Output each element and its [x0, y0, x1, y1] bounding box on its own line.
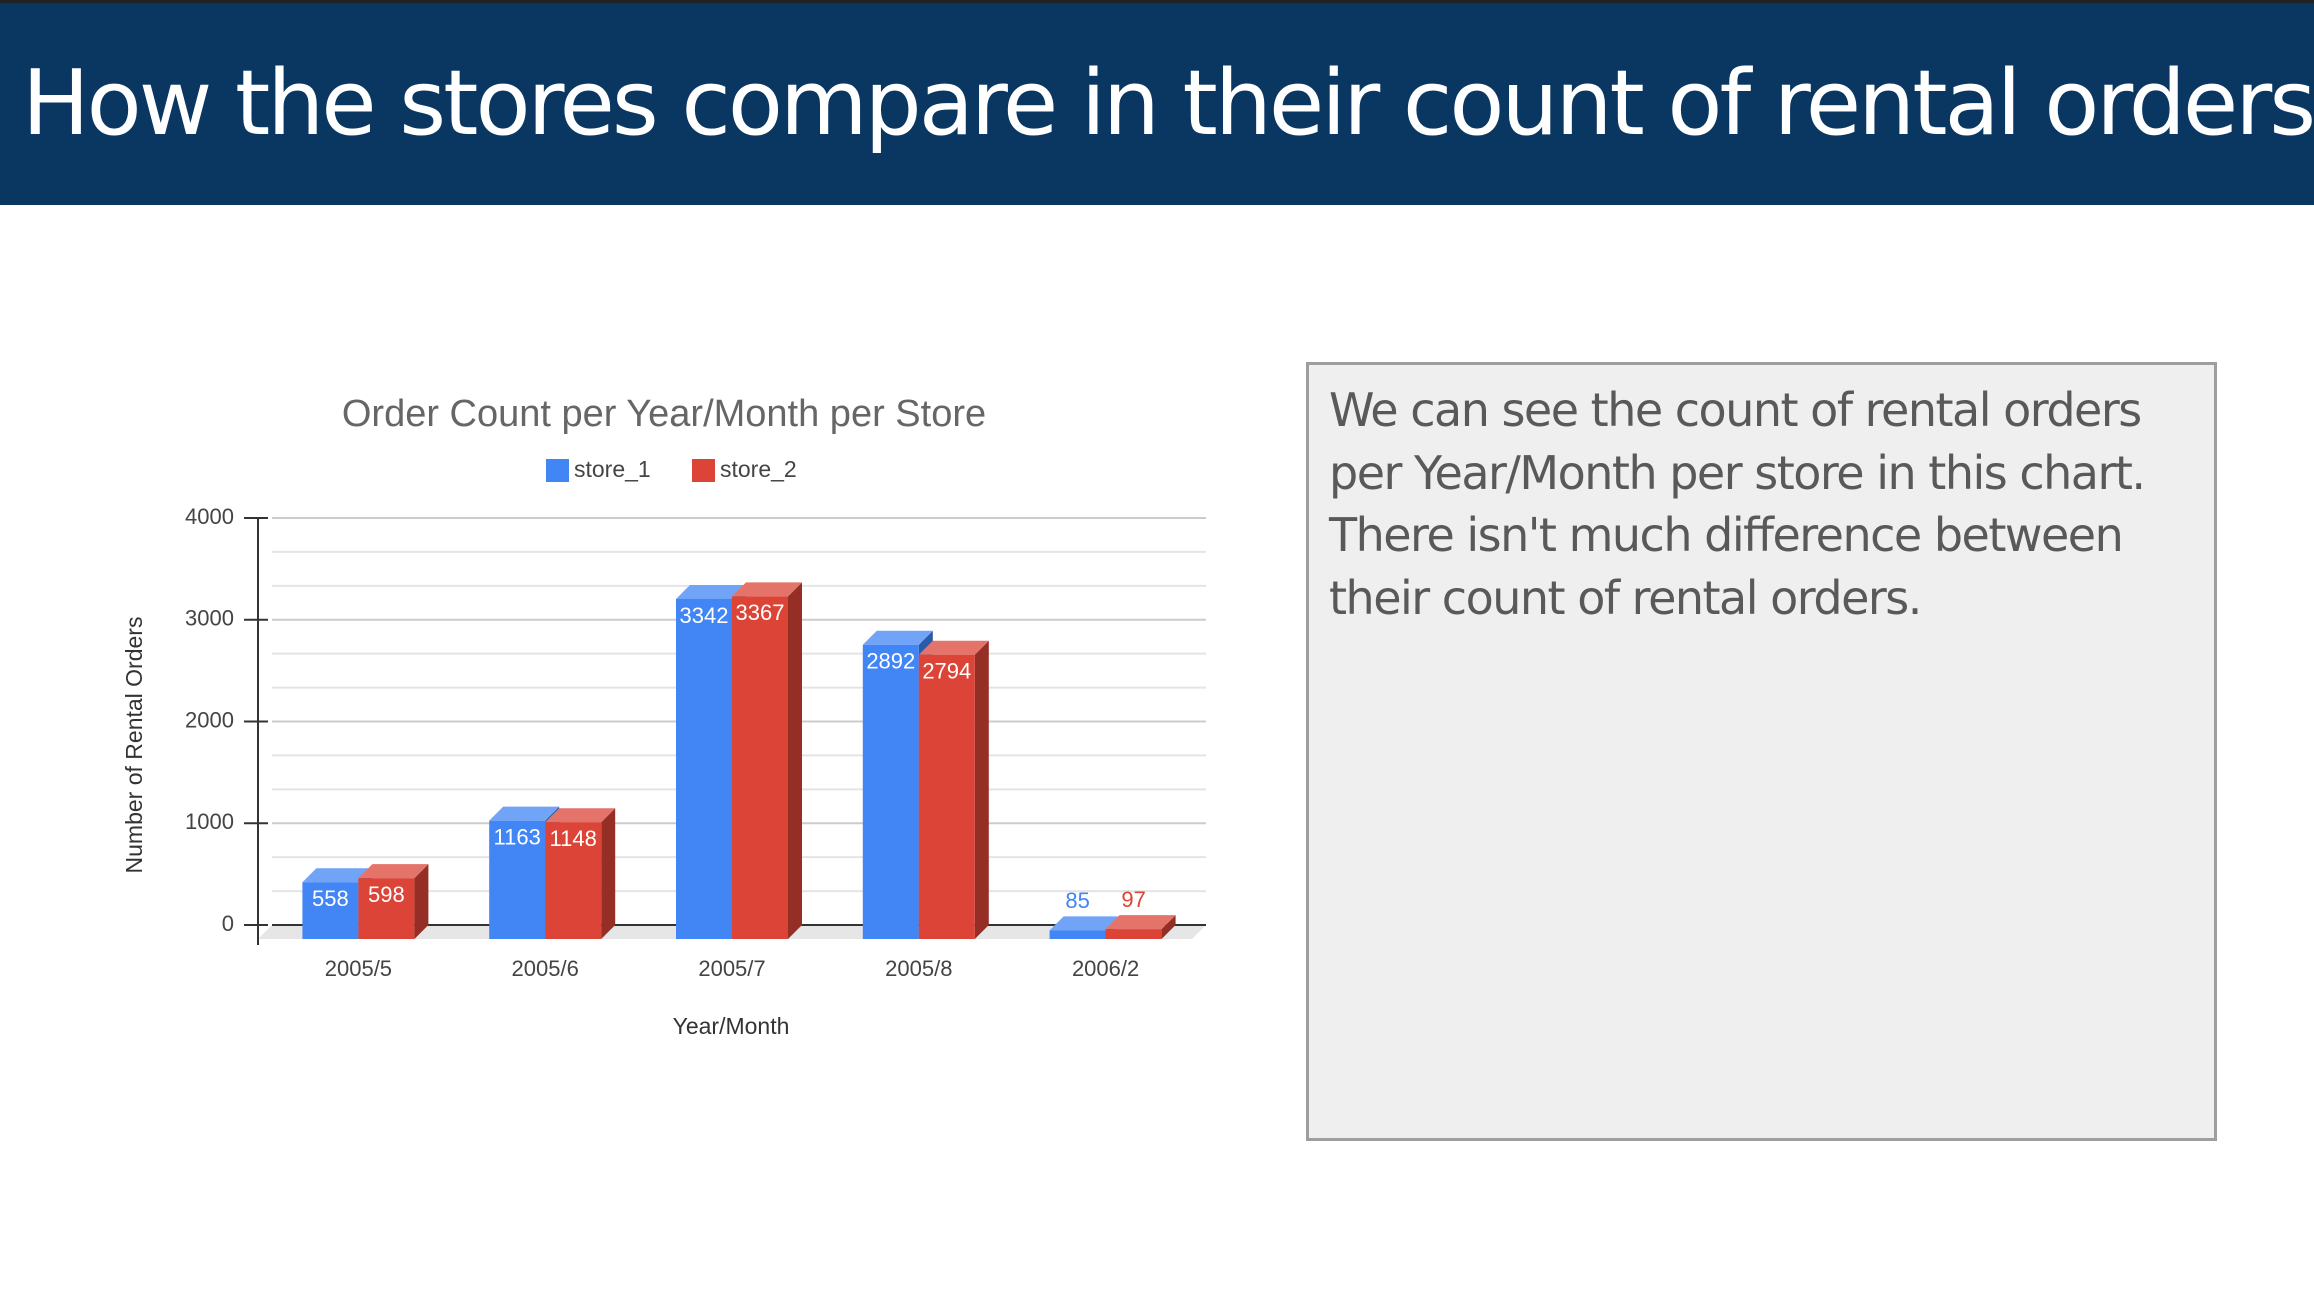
bar-top	[732, 582, 802, 597]
bar-top	[489, 806, 560, 821]
bar	[732, 596, 788, 939]
bar-side	[974, 640, 989, 939]
header: How the stores compare in their count of…	[0, 0, 2314, 205]
legend-label: store_2	[720, 456, 797, 482]
bar-side	[788, 582, 802, 939]
bar-side	[601, 808, 616, 939]
data-label: 3367	[736, 600, 785, 625]
chart: Order Count per Year/Month per Store Yea…	[121, 393, 1206, 1039]
bar	[489, 820, 546, 939]
bar-top	[862, 630, 933, 645]
bar	[1049, 930, 1106, 939]
bar	[1105, 929, 1162, 939]
text-line: their count of rental orders.	[1329, 570, 1922, 625]
bar-top	[1105, 915, 1176, 930]
data-label: 3342	[680, 603, 729, 628]
x-tick-label: 2005/5	[325, 956, 392, 981]
x-tick-label: 2005/6	[512, 956, 579, 981]
bar	[676, 598, 732, 939]
bar-side	[1161, 915, 1176, 939]
y-tick-label: 4000	[185, 504, 234, 529]
data-label: 598	[368, 882, 405, 907]
slide-title: How the stores compare in their count of…	[22, 51, 2314, 156]
y-tick-label: 0	[222, 911, 234, 936]
data-label: 1163	[494, 824, 541, 849]
bar-top	[1049, 916, 1120, 931]
x-axis-title: Year/Month	[673, 1013, 790, 1039]
bar-top	[918, 640, 989, 655]
y-axis-title: Number of Rental Orders	[121, 617, 147, 874]
chart-title: Order Count per Year/Month per Store	[342, 393, 986, 435]
y-tick-label: 1000	[185, 809, 234, 834]
x-tick-label: 2005/7	[698, 956, 765, 981]
text-line: per Year/Month per store in this chart.	[1329, 445, 2146, 500]
text-box: We can see the count of rental orders pe…	[1306, 362, 2217, 1141]
bar-side	[414, 864, 429, 939]
text-line: We can see the count of rental orders	[1329, 383, 2142, 437]
bar	[918, 654, 975, 939]
y-tick-label: 3000	[185, 606, 234, 631]
bar-top	[302, 868, 373, 883]
x-tick-label: 2006/2	[1072, 956, 1139, 981]
bar-top	[358, 864, 429, 879]
bar	[302, 882, 359, 939]
text-line: There isn't much difference between	[1329, 508, 2124, 562]
data-label: 85	[1065, 888, 1089, 913]
data-label: 97	[1121, 887, 1145, 912]
bar	[358, 878, 415, 939]
bar-top	[545, 808, 616, 823]
legend-label: store_1	[574, 456, 651, 482]
bar	[545, 822, 602, 939]
data-label: 2794	[922, 659, 971, 684]
data-label: 1148	[550, 826, 597, 851]
data-label: 558	[312, 886, 349, 911]
y-tick-label: 2000	[185, 707, 234, 732]
bar-top	[676, 584, 746, 599]
x-tick-label: 2005/8	[885, 956, 952, 981]
legend-swatch	[546, 459, 569, 482]
data-label: 2892	[866, 649, 915, 674]
legend-swatch	[692, 459, 715, 482]
bar	[862, 644, 919, 939]
